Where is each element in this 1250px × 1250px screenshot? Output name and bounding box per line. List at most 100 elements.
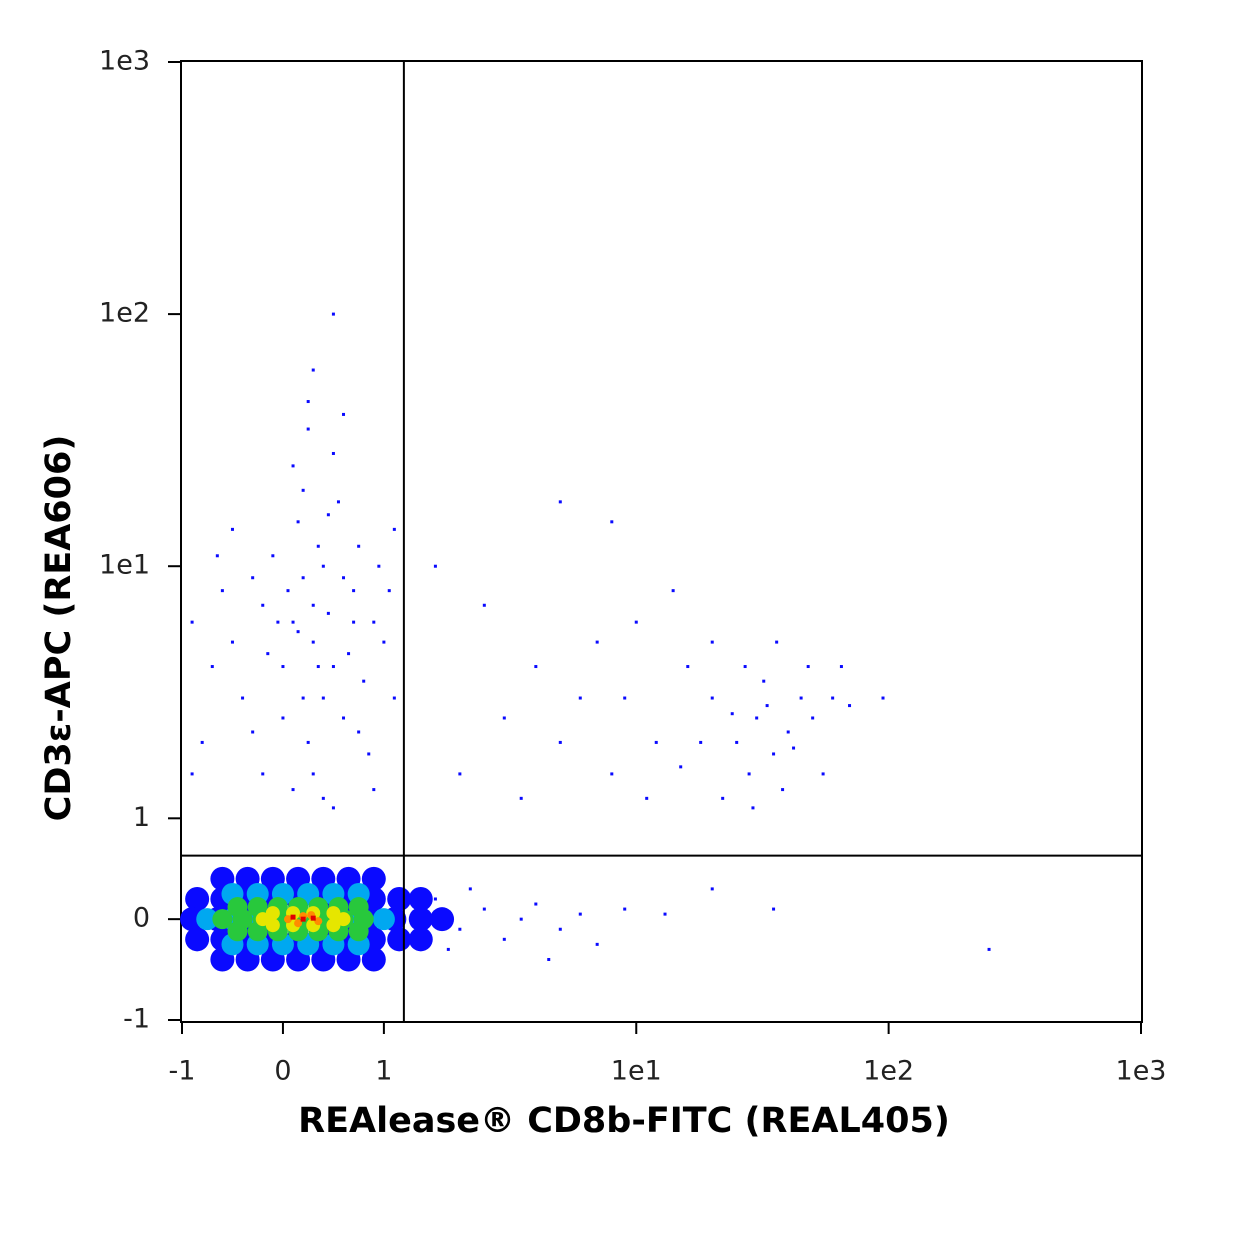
data-point xyxy=(781,788,785,792)
data-point xyxy=(321,696,325,700)
data-point xyxy=(482,907,486,911)
x-tick-label: 1 xyxy=(375,1056,392,1087)
data-point xyxy=(331,806,335,810)
data-point xyxy=(848,704,852,708)
data-point xyxy=(547,957,551,961)
data-point xyxy=(321,564,325,568)
data-point xyxy=(300,916,306,922)
data-point xyxy=(534,902,538,906)
data-point xyxy=(352,620,356,624)
data-point xyxy=(558,500,562,504)
data-point xyxy=(408,907,433,932)
data-point xyxy=(291,788,295,792)
data-point xyxy=(311,772,315,776)
data-point xyxy=(266,652,270,656)
data-point xyxy=(185,927,210,952)
data-point xyxy=(294,919,303,928)
x-tick-label: 1e2 xyxy=(863,1056,914,1087)
data-point xyxy=(311,368,315,372)
data-point xyxy=(311,603,315,607)
data-point xyxy=(433,897,437,901)
data-point xyxy=(468,887,472,891)
data-point xyxy=(408,886,433,911)
data-point xyxy=(710,887,714,891)
data-point xyxy=(392,527,396,531)
data-point xyxy=(367,752,371,756)
data-point xyxy=(392,696,396,700)
data-point xyxy=(286,589,290,593)
data-point xyxy=(578,696,582,700)
y-tick-label: -1 xyxy=(123,1004,150,1035)
data-point xyxy=(314,917,323,926)
y-tick-label: 1e3 xyxy=(99,46,150,77)
data-point xyxy=(558,740,562,744)
data-point xyxy=(558,927,562,931)
data-point xyxy=(261,772,265,776)
y-tick-label: 1 xyxy=(133,802,150,833)
data-point xyxy=(772,907,776,911)
data-point xyxy=(458,927,462,931)
data-point xyxy=(578,912,582,916)
data-point xyxy=(372,620,376,624)
data-point xyxy=(276,620,280,624)
data-point xyxy=(440,917,444,921)
data-point xyxy=(772,752,776,756)
data-point xyxy=(755,716,759,720)
data-point xyxy=(699,740,703,744)
data-point xyxy=(321,796,325,800)
data-point xyxy=(255,912,270,927)
data-point xyxy=(306,400,310,404)
data-point xyxy=(792,746,796,750)
data-point xyxy=(408,927,433,952)
data-point xyxy=(821,772,825,776)
data-point xyxy=(306,740,310,744)
data-point xyxy=(311,640,315,644)
data-point xyxy=(765,704,769,708)
data-point xyxy=(881,696,885,700)
data-point xyxy=(534,665,538,669)
data-point xyxy=(387,927,412,952)
data-point xyxy=(326,906,341,921)
y-tick-label: 0 xyxy=(133,903,150,934)
data-point xyxy=(433,564,437,568)
data-point xyxy=(347,652,351,656)
data-point xyxy=(458,772,462,776)
data-point xyxy=(227,921,248,942)
data-point xyxy=(251,576,255,580)
data-point xyxy=(215,554,219,558)
y-tick-label: 1e2 xyxy=(99,298,150,329)
data-point xyxy=(210,665,214,669)
data-point xyxy=(265,918,280,933)
data-point xyxy=(281,716,285,720)
data-point xyxy=(446,947,450,951)
data-point xyxy=(362,679,366,683)
plot-frame xyxy=(180,60,1143,1023)
data-point xyxy=(831,696,835,700)
x-tick-label: 1e1 xyxy=(611,1056,662,1087)
data-point xyxy=(387,886,412,911)
data-point xyxy=(331,451,335,455)
data-point xyxy=(987,947,991,951)
data-point xyxy=(595,942,599,946)
data-point xyxy=(786,730,790,734)
data-point xyxy=(296,630,300,634)
data-point xyxy=(595,640,599,644)
data-point xyxy=(331,665,335,669)
data-point xyxy=(296,520,300,524)
data-point xyxy=(190,620,194,624)
data-point xyxy=(271,554,275,558)
data-point xyxy=(306,427,310,431)
data-point xyxy=(316,544,320,548)
data-point xyxy=(336,912,351,927)
x-tick-label: 0 xyxy=(274,1056,291,1087)
data-point xyxy=(310,915,316,921)
data-point xyxy=(799,696,803,700)
data-point xyxy=(730,712,734,716)
data-point xyxy=(743,665,747,669)
data-point xyxy=(686,665,690,669)
data-point xyxy=(283,915,292,924)
data-point xyxy=(502,937,506,941)
data-point xyxy=(331,312,335,316)
data-point xyxy=(372,908,395,931)
